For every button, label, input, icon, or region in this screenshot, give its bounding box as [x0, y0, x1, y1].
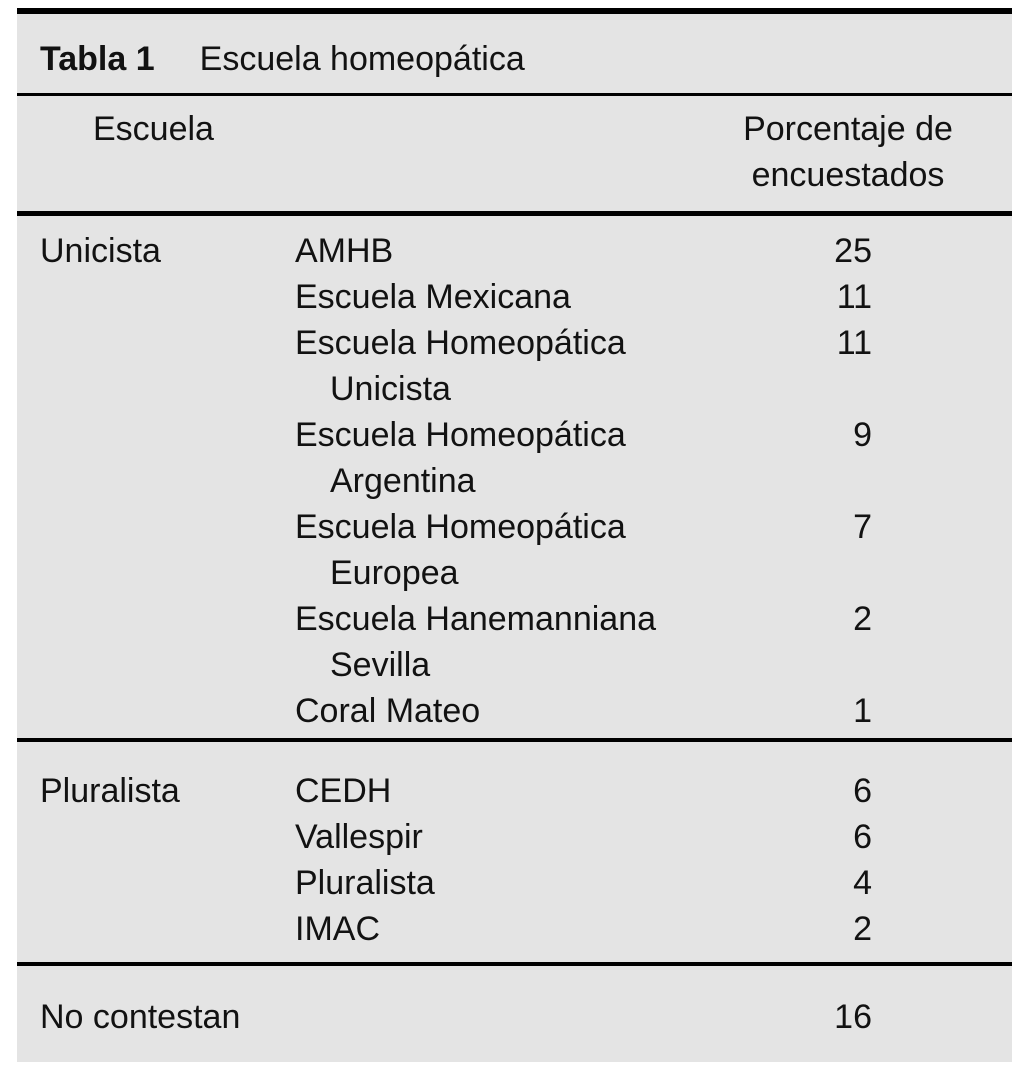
- school-cell: CEDH: [295, 768, 752, 814]
- school-cell: Escuela Homeopática Europea: [295, 504, 752, 596]
- school-name: CEDH: [295, 772, 392, 810]
- table-row: Escuela Homeopática Argentina 9: [17, 412, 1012, 504]
- school-cell: Vallespir: [295, 814, 752, 860]
- school-name: Escuela Homeopática: [295, 324, 626, 362]
- percent-value: 2: [853, 910, 872, 948]
- percent-value: 9: [853, 416, 872, 454]
- percent-value: 25: [834, 232, 872, 270]
- school-cell: Escuela Hanemanniana Sevilla: [295, 596, 752, 688]
- percent-value: 6: [853, 772, 872, 810]
- percent-value: 6: [853, 818, 872, 856]
- table-row: Escuela Homeopática Europea 7: [17, 504, 1012, 596]
- school-name: Vallespir: [295, 818, 423, 856]
- school-name: Escuela Mexicana: [295, 278, 571, 316]
- table-row: No contestan 16: [17, 994, 1012, 1040]
- percent-value: 16: [834, 998, 872, 1036]
- school-name-continuation: Unicista: [330, 370, 451, 408]
- school-cell: IMAC: [295, 906, 752, 952]
- rule-below-title: [17, 93, 1012, 96]
- school-name: IMAC: [295, 910, 380, 948]
- percent-value: 4: [853, 864, 872, 902]
- table-row: Escuela Homeopática Unicista 11: [17, 320, 1012, 412]
- table-row: Pluralista 4: [17, 860, 1012, 906]
- column-header-percent-line1: Porcentaje de: [743, 110, 953, 148]
- school-cell: Escuela Homeopática Unicista: [295, 320, 752, 412]
- table-row: Vallespir 6: [17, 814, 1012, 860]
- school-cell: Coral Mateo: [295, 688, 752, 734]
- rule-after-pluralista: [17, 962, 1012, 966]
- table-row: Escuela Hanemanniana Sevilla 2: [17, 596, 1012, 688]
- school-name: Escuela Homeopática: [295, 508, 626, 546]
- percent-value: 11: [836, 324, 872, 362]
- school-name: Coral Mateo: [295, 692, 481, 730]
- rule-below-header: [17, 211, 1012, 216]
- school-name-continuation: Europea: [330, 554, 459, 592]
- school-name-continuation: Argentina: [330, 462, 476, 500]
- school-name: Escuela Hanemanniana: [295, 600, 657, 638]
- column-header-percent-line2: encuestados: [751, 156, 945, 194]
- school-name-continuation: Sevilla: [330, 646, 431, 684]
- group-cell: Unicista: [40, 232, 161, 270]
- column-header-school: Escuela: [93, 110, 214, 148]
- table-panel: Tabla 1 Escuela homeopática Escuela Porce…: [17, 8, 1012, 1062]
- percent-value: 7: [853, 508, 872, 546]
- school-name: Pluralista: [295, 864, 435, 902]
- school-cell: Pluralista: [295, 860, 752, 906]
- table-row: Coral Mateo 1: [17, 688, 1012, 734]
- school-cell: Escuela Homeopática Argentina: [295, 412, 752, 504]
- section-no-contestan: No contestan 16: [17, 966, 1012, 1040]
- school-cell: AMHB: [295, 228, 752, 274]
- school-name: Escuela Homeopática: [295, 416, 626, 454]
- rule-after-unicista: [17, 738, 1012, 742]
- table-row: Escuela Mexicana 11: [17, 274, 1012, 320]
- table-caption: Tabla 1 Escuela homeopática: [17, 14, 1012, 93]
- table-number-label: Tabla 1: [40, 40, 155, 78]
- column-header-percent: Porcentaje de encuestados: [698, 106, 998, 198]
- section-unicista: Unicista AMHB 25 Escuela Mexicana 11 Esc…: [17, 216, 1012, 738]
- percent-value: 2: [853, 600, 872, 638]
- school-cell: Escuela Mexicana: [295, 274, 752, 320]
- table-row: Pluralista CEDH 6: [17, 768, 1012, 814]
- school-name: AMHB: [295, 232, 394, 270]
- table-row: IMAC 2: [17, 906, 1012, 952]
- table-header-row: Escuela Porcentaje de encuestados: [17, 96, 1012, 211]
- section-pluralista: Pluralista CEDH 6 Vallespir 6 Pluralista…: [17, 742, 1012, 962]
- table-row: Unicista AMHB 25: [17, 228, 1012, 274]
- table-title: Escuela homeopática: [199, 40, 525, 78]
- group-cell: Pluralista: [40, 772, 180, 810]
- percent-value: 11: [836, 278, 872, 316]
- percent-value: 1: [853, 692, 872, 730]
- group-cell: No contestan: [40, 998, 241, 1036]
